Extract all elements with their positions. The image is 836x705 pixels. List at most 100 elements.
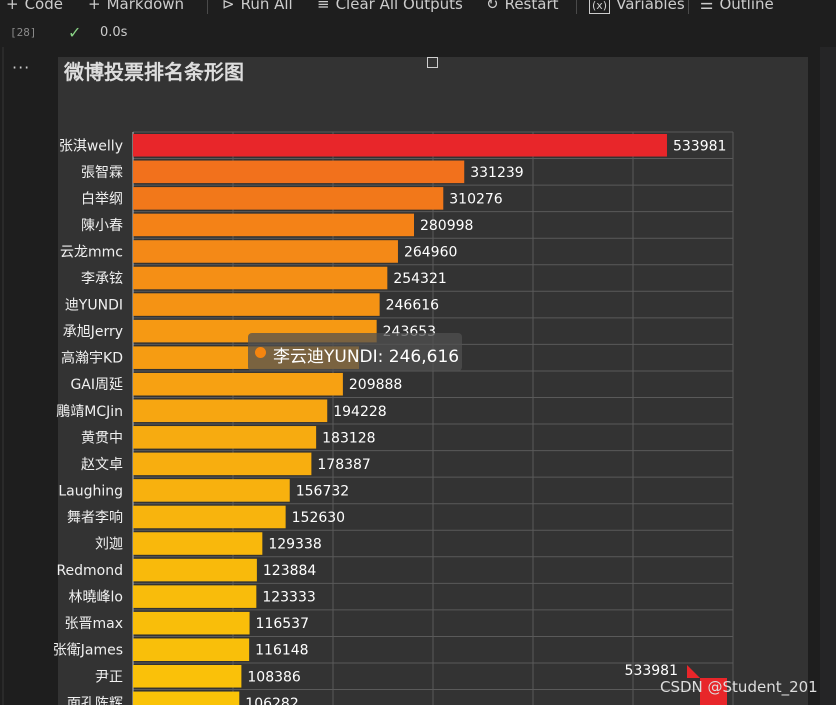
y-tick-label: 尹正 [95,669,123,685]
bar-value-label: 178387 [317,457,370,473]
bar-value-label: 183128 [322,430,375,446]
chart-bar[interactable] [133,213,414,237]
bar-value-label: 123884 [263,563,317,579]
visual-map-handle[interactable] [687,665,700,678]
chart-bar[interactable] [133,638,250,661]
y-tick-label: 刘迦 [95,537,123,553]
variables-icon: (x) [589,0,611,14]
y-tick-label: 迪YUNDI [65,298,123,314]
bar-value-label: 280998 [420,218,473,234]
chart-bar[interactable] [133,611,250,635]
toolbar-divider [688,0,689,14]
chart-bar[interactable] [133,505,286,529]
y-tick-label: 黄贯中 [81,429,123,446]
chart-bar[interactable] [133,372,343,396]
y-tick-label: Laughing [58,483,123,499]
y-tick-label: 张衛James [53,643,123,659]
bar-value-label: 310276 [449,191,503,207]
bar-value-label: 106282 [245,696,298,705]
chart-bar[interactable] [133,426,317,449]
bar-value-label: 129338 [268,537,321,553]
bar-value-label: 108386 [247,669,301,685]
chart-tooltip: 李云迪YUNDI: 246,616 [248,333,462,371]
y-tick-label: 高瀚宇KD [61,350,123,367]
chart-bar[interactable] [133,479,290,502]
watermark: CSDN @Student_201 [660,678,818,696]
chart-bar[interactable] [133,187,444,210]
restart-icon: ↻ [486,0,499,13]
chart-bar[interactable] [133,134,667,157]
bar-value-label: 152630 [292,510,345,526]
bar-value-label: 254321 [393,271,446,287]
success-check-icon: ✓ [68,23,82,42]
y-tick-label: GAI周延 [70,377,123,393]
bar-value-label: 264960 [404,244,457,260]
clear-all-icon: ≡ [317,0,330,13]
tooltip-series-dot [255,347,266,358]
chart-bar[interactable] [133,532,263,555]
toolbar-divider [576,0,577,14]
cell-focus-indicator [2,47,4,705]
y-tick-label: 鵰靖MCJin [56,404,123,420]
chart-bars [133,134,667,705]
y-tick-label: 面孔陈辉 [67,695,123,705]
outline-button[interactable]: ☰ Outline [700,0,774,13]
elapsed-time: 0.0s [100,25,128,40]
y-tick-label: 林曉峰lo [69,590,123,606]
add-code-button[interactable]: + Code [6,0,63,13]
y-tick-label: 承旭Jerry [63,324,123,340]
chart-bar[interactable] [133,665,242,688]
chart-bar[interactable] [133,399,328,423]
chart-bar[interactable] [133,691,240,705]
y-tick-label: 赵文卓 [81,457,123,473]
chart-bar[interactable] [133,160,465,184]
output-menu-button[interactable]: ··· [12,58,31,77]
add-markdown-button[interactable]: + Markdown [88,0,184,13]
y-tick-label: Redmond [56,563,123,579]
bar-value-label: 209888 [349,377,402,393]
y-tick-label: 张晋max [64,616,123,632]
y-tick-label: 白举纲 [81,191,123,207]
y-tick-label: 云龙mmc [60,244,123,260]
visual-map-max-label: 533981 [625,663,678,679]
y-tick-label: 张淇welly [59,138,123,154]
variables-button[interactable]: (x) Variables [589,0,685,14]
toolbox-icon[interactable] [427,57,438,68]
outline-icon: ☰ [700,0,714,13]
notebook-toolbar: + Code + Markdown ⊳ Run All ≡ Clear All Outp… [0,0,836,16]
chart-bar[interactable] [133,266,388,290]
chart-bar[interactable] [133,240,398,263]
run-all-button[interactable]: ⊳ Run All [222,0,293,13]
chart-title: 微博投票排名条形图 [63,60,244,84]
y-tick-label: 李承铉 [81,271,123,287]
y-tick-label: 陳小春 [81,218,123,234]
bar-value-label: 156732 [296,483,349,499]
bar-value-label: 331239 [470,165,523,181]
run-all-icon: ⊳ [222,0,235,13]
plus-icon: + [88,0,101,13]
chart-bar[interactable] [133,585,257,608]
editor-scrollbar[interactable] [820,47,836,705]
bar-value-label: 116537 [256,616,309,632]
bar-value-label: 246616 [386,298,440,314]
chart-bar[interactable] [133,558,257,582]
chart-bar[interactable] [133,452,312,476]
visual-map-bar[interactable] [700,678,727,705]
visual-map: 533981 [625,663,727,705]
chart-bar[interactable] [133,293,380,316]
plus-icon: + [6,0,19,13]
clear-all-outputs-button[interactable]: ≡ Clear All Outputs [317,0,463,13]
toolbar-divider [207,0,208,14]
chart-grid [132,131,734,705]
bar-value-label: 533981 [673,138,726,154]
y-tick-label: 舞者李响 [67,510,123,526]
restart-button[interactable]: ↻ Restart [486,0,559,13]
y-tick-label: 張智霖 [81,165,123,181]
execution-count: [28] [10,26,37,39]
tooltip-text: 李云迪YUNDI: 246,616 [273,347,460,367]
bar-value-label: 116148 [255,643,308,659]
bar-value-label: 194228 [333,404,386,420]
cell-status-row: [28] ✓ 0.0s [0,20,836,46]
